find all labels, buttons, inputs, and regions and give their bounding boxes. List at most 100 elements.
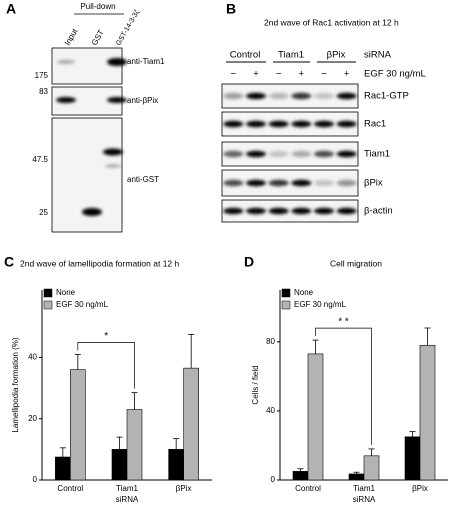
bar (168, 449, 184, 481)
egf-sign: − (276, 69, 282, 80)
band (268, 120, 289, 128)
legend-swatch (281, 288, 291, 298)
x-tick-label: Tiam1 (116, 484, 138, 493)
group-label: Control (230, 50, 261, 61)
x-axis-label: siRNA (116, 495, 139, 504)
legend-label: None (294, 288, 314, 297)
egf-sign: + (344, 69, 350, 80)
mw-marker: 175 (35, 71, 49, 80)
blot-label: Tiam1 (364, 149, 390, 160)
x-tick-label: Control (57, 484, 83, 493)
blot (221, 199, 359, 223)
antibody-label: anti-GST (127, 175, 159, 184)
band (314, 120, 334, 128)
band (336, 207, 357, 215)
antibody-label: anti-Tiam1 (127, 57, 165, 66)
egf-label: EGF 30 ng/mL (364, 69, 426, 80)
significance-bracket (77, 342, 135, 389)
bar (292, 471, 309, 481)
sirna-label: siRNA (364, 50, 392, 61)
blot-label: β-actin (364, 206, 393, 217)
chart-title: 2nd wave of lamellipodia formation at 12… (20, 258, 180, 268)
blot-label: βPix (364, 178, 383, 189)
x-tick-label: Tiam1 (353, 484, 375, 493)
egf-sign: + (299, 69, 305, 80)
significance-bracket (315, 327, 372, 445)
mw-marker: 25 (39, 208, 48, 217)
blot (51, 47, 123, 85)
pulldown-label: Pull-down (80, 2, 115, 11)
band (246, 150, 266, 158)
bar (419, 344, 436, 481)
antibody-label: anti-βPix (127, 96, 158, 105)
panel-label: C (4, 254, 14, 270)
band (336, 179, 357, 187)
lane-label: GST (90, 28, 106, 47)
band (336, 92, 357, 100)
panel-label: B (226, 1, 236, 17)
blots-b (221, 83, 359, 223)
band (246, 207, 266, 215)
band (105, 164, 121, 168)
band (291, 150, 312, 158)
mw-marker: 83 (39, 87, 48, 96)
significance-label: * (104, 331, 108, 342)
bands-a (56, 58, 127, 216)
blot-label: Rac1 (364, 119, 386, 130)
y-axis-label: Cells / field (251, 365, 260, 404)
legend-label: EGF 30 ng/mL (56, 300, 109, 309)
band (291, 179, 312, 187)
chart-title: Cell migration (330, 258, 382, 268)
blot (221, 169, 359, 197)
y-tick-label: 0 (33, 475, 38, 484)
band (268, 92, 289, 100)
bar (348, 473, 365, 481)
blot (221, 83, 359, 109)
egf-sign: − (321, 69, 327, 80)
band (223, 150, 244, 158)
blot-label: Rac1-GTP (364, 91, 409, 102)
band (246, 120, 266, 128)
legend-swatch (43, 288, 53, 298)
y-tick-label: 80 (266, 337, 275, 346)
legend-label: None (56, 288, 76, 297)
egf-sign: + (253, 69, 259, 80)
bar (126, 409, 143, 481)
band (291, 120, 312, 128)
band (56, 97, 76, 103)
panel-label: A (6, 1, 16, 17)
band (107, 58, 127, 66)
y-tick-label: 20 (28, 414, 37, 423)
band (336, 120, 357, 128)
group-label: βPix (327, 50, 346, 61)
band (291, 207, 312, 215)
band (314, 150, 334, 158)
egf-sign: − (231, 69, 237, 80)
x-tick-label: βPix (176, 484, 192, 493)
mw-marker: 47.5 (32, 155, 48, 164)
band (291, 92, 312, 100)
lane-label: Input (63, 26, 80, 47)
band (268, 179, 289, 187)
x-axis-label: siRNA (353, 495, 376, 504)
band (223, 179, 244, 187)
bar (307, 353, 324, 481)
blot (221, 141, 359, 167)
band (314, 92, 334, 100)
significance-label: * * (338, 317, 349, 328)
lane-label: GST-14-3-3ζ (115, 9, 141, 47)
bar (363, 455, 380, 481)
band (223, 207, 244, 215)
bar (404, 436, 421, 481)
bar (183, 367, 199, 481)
panel-title: 2nd wave of Rac1 activation at 12 h (264, 17, 399, 27)
bands (223, 207, 357, 215)
band (103, 148, 123, 156)
y-axis-label: Lamellipodia formation (%) (11, 337, 20, 432)
bar (111, 449, 128, 481)
legend-swatch (43, 300, 53, 310)
y-tick-label: 40 (266, 406, 275, 415)
bands (223, 150, 357, 158)
band (57, 60, 75, 64)
